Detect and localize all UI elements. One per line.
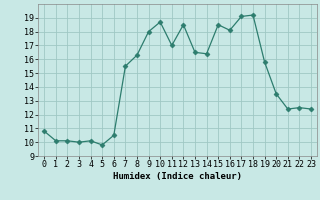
X-axis label: Humidex (Indice chaleur): Humidex (Indice chaleur) [113, 172, 242, 181]
